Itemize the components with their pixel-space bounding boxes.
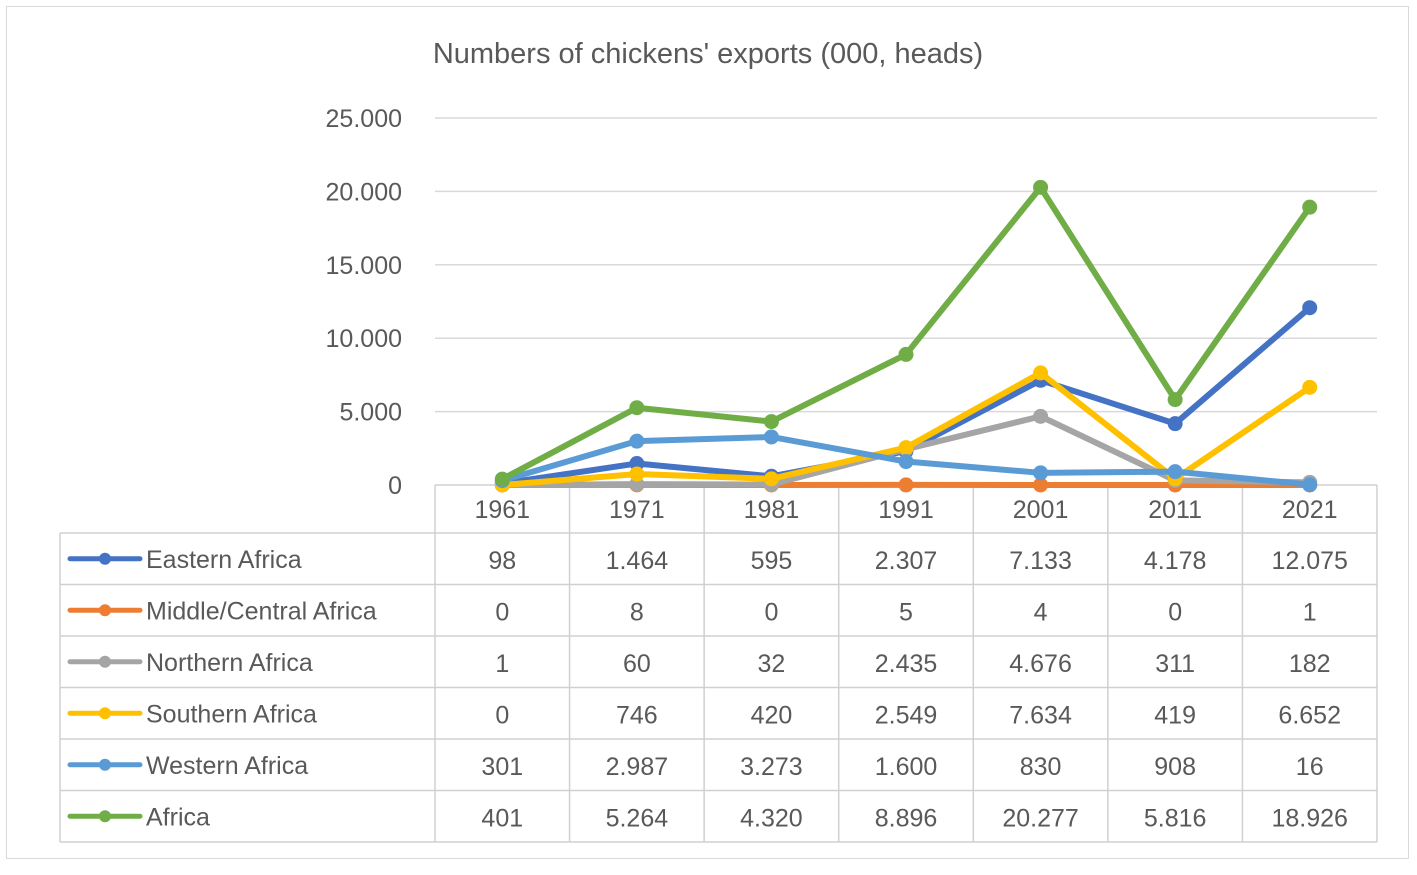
table-cell: 98 xyxy=(488,547,516,575)
y-tick-label: 20.000 xyxy=(326,178,402,206)
data-point xyxy=(763,429,779,445)
table-cell: 60 xyxy=(623,650,651,678)
legend-label: Middle/Central Africa xyxy=(146,597,377,625)
x-tick-label: 2001 xyxy=(1013,496,1069,524)
data-point xyxy=(1033,477,1049,493)
table-cell: 2.987 xyxy=(606,753,669,781)
table-cell: 182 xyxy=(1289,650,1331,678)
data-point xyxy=(898,454,914,470)
legend-label: Southern Africa xyxy=(146,700,317,728)
legend-label: Africa xyxy=(146,803,210,831)
data-point xyxy=(763,471,779,487)
table-cell: 0 xyxy=(1168,598,1182,626)
table-cell: 7.634 xyxy=(1009,701,1072,729)
data-point xyxy=(1033,179,1049,195)
table-cell: 301 xyxy=(481,753,523,781)
table-cell: 4.676 xyxy=(1009,650,1072,678)
table-cell: 1.600 xyxy=(875,753,938,781)
table-cell: 4 xyxy=(1034,598,1048,626)
table-cell: 908 xyxy=(1154,753,1196,781)
legend-marker xyxy=(99,604,111,617)
x-tick-label: 2021 xyxy=(1282,496,1338,524)
data-point xyxy=(1167,392,1183,408)
data-point xyxy=(494,471,510,487)
table-cell: 20.277 xyxy=(1002,804,1078,832)
table-cell: 5.816 xyxy=(1144,804,1207,832)
table-cell: 311 xyxy=(1155,650,1195,678)
table-cell: 32 xyxy=(758,650,786,678)
x-tick-label: 1971 xyxy=(609,496,665,524)
table-cell: 4.178 xyxy=(1144,547,1207,575)
y-axis-ticks: 0 5.000 10.000 15.000 20.000 25.000 xyxy=(326,105,402,500)
data-point xyxy=(629,400,645,416)
table-cell: 0 xyxy=(495,598,509,626)
legend-label: Eastern Africa xyxy=(146,546,302,574)
table-cell: 830 xyxy=(1020,753,1062,781)
data-point xyxy=(629,433,645,449)
data-point xyxy=(1302,199,1318,215)
table-cell: 4.320 xyxy=(740,804,803,832)
legend-marker xyxy=(99,552,111,565)
data-point xyxy=(1033,465,1049,481)
table-cell: 595 xyxy=(751,547,793,575)
y-tick-label: 5.000 xyxy=(339,399,402,427)
table-cell: 0 xyxy=(764,598,778,626)
table-cell: 6.652 xyxy=(1278,701,1341,729)
table-cell: 7.133 xyxy=(1009,547,1072,575)
table-cell: 12.075 xyxy=(1271,547,1347,575)
table-cell: 8 xyxy=(630,598,644,626)
legend-label: Northern Africa xyxy=(146,649,313,677)
series-lines xyxy=(494,179,1318,493)
y-tick-label: 15.000 xyxy=(326,252,402,280)
chart-frame xyxy=(6,6,1409,859)
x-tick-label: 1961 xyxy=(474,496,530,524)
table-cell: 420 xyxy=(751,701,793,729)
data-point xyxy=(1302,379,1318,395)
x-tick-label: 1981 xyxy=(744,496,800,524)
table-cell: 16 xyxy=(1296,753,1324,781)
data-point xyxy=(1167,416,1183,432)
legend-marker xyxy=(99,707,111,720)
table-cell: 746 xyxy=(616,701,658,729)
x-tick-label: 1991 xyxy=(878,496,934,524)
data-point xyxy=(629,456,645,472)
data-point xyxy=(1302,477,1318,493)
chart-title: Numbers of chickens' exports (000, heads… xyxy=(433,38,983,70)
table-cell: 3.273 xyxy=(740,753,803,781)
table-cell: 18.926 xyxy=(1271,804,1347,832)
data-point xyxy=(898,477,914,493)
table-cell: 1.464 xyxy=(606,547,669,575)
table-cell: 5 xyxy=(899,598,913,626)
x-tick-label: 2011 xyxy=(1148,496,1202,524)
table-cell: 0 xyxy=(495,701,509,729)
table-cell: 5.264 xyxy=(606,804,669,832)
table-cell: 2.549 xyxy=(875,701,938,729)
table-cell: 419 xyxy=(1154,701,1196,729)
legend-marker xyxy=(99,810,111,823)
y-tick-label: 0 xyxy=(388,472,402,500)
y-tick-label: 10.000 xyxy=(326,325,402,353)
legend-label: Western Africa xyxy=(146,752,308,780)
table-cell: 1 xyxy=(495,650,509,678)
data-point xyxy=(898,346,914,362)
legend-marker xyxy=(99,758,111,771)
table-cell: 1 xyxy=(1303,598,1317,626)
y-tick-label: 25.000 xyxy=(326,105,402,133)
data-point xyxy=(1033,365,1049,381)
table-cell: 8.896 xyxy=(875,804,938,832)
table-cell: 2.307 xyxy=(875,547,938,575)
legend-marker xyxy=(99,655,111,668)
series-line xyxy=(499,184,1313,483)
data-point xyxy=(1302,300,1318,316)
data-point xyxy=(1167,464,1183,480)
table-cell: 401 xyxy=(481,804,523,832)
data-point xyxy=(629,466,645,482)
data-point xyxy=(1033,408,1049,424)
data-point xyxy=(898,440,914,456)
data-point xyxy=(763,414,779,430)
table-cell: 2.435 xyxy=(875,650,938,678)
